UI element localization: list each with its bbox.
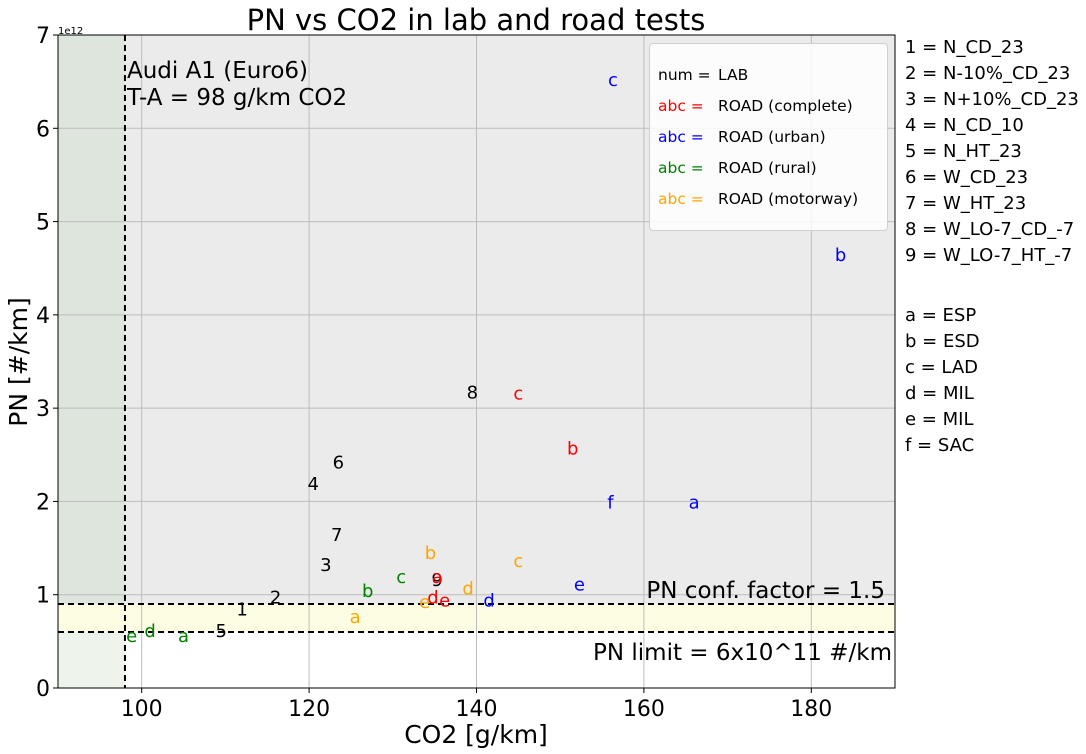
data-point-complete-c: c: [513, 383, 523, 404]
y-tick-label: 1: [36, 584, 50, 609]
data-point-lab-1: 1: [236, 600, 247, 621]
data-point-urban-c: c: [608, 70, 618, 91]
data-point-urban-b: b: [835, 245, 846, 266]
vehicle-annotation: Audi A1 (Euro6): [127, 58, 308, 84]
test-code-8: 8 = W_LO-7_CD_-7: [905, 219, 1075, 240]
conf-factor-annotation: PN conf. factor = 1.5: [646, 578, 885, 604]
test-code-1: 1 = N_CD_23: [905, 37, 1024, 58]
test-code-5: 5 = N_HT_23: [905, 141, 1022, 162]
route-code-d: d = MIL: [905, 383, 974, 404]
legend-key-urban: abc =: [658, 128, 704, 146]
y-tick-label: 4: [36, 304, 50, 329]
route-code-a: a = ESP: [905, 305, 977, 326]
x-tick-label: 120: [288, 697, 330, 722]
y-scale-label: 1e12: [58, 26, 83, 37]
data-point-urban-f: f: [607, 492, 614, 513]
data-point-complete-e: e: [439, 590, 450, 611]
ta-region-shade: [58, 35, 125, 605]
legend-key-lab: num =: [658, 66, 711, 84]
data-point-lab-9: 9: [431, 570, 442, 591]
y-axis-label: PN [#/km]: [4, 297, 33, 426]
ta-region-low-shade: [58, 632, 125, 688]
route-code-e: e = MIL: [905, 409, 974, 430]
data-point-complete-d: d: [427, 588, 438, 609]
data-point-lab-7: 7: [331, 525, 342, 546]
route-code-f: f = SAC: [905, 435, 975, 456]
test-code-2: 2 = N-10%_CD_23: [905, 63, 1071, 84]
below-limit-region: [124, 632, 895, 688]
data-point-lab-4: 4: [308, 474, 319, 495]
x-tick-label: 160: [623, 697, 665, 722]
route-code-c: c = LAD: [905, 357, 979, 378]
data-point-motorway-d: d: [462, 578, 473, 599]
data-point-motorway-c: c: [513, 551, 523, 572]
data-point-motorway-a: a: [350, 607, 361, 628]
y-tick-label: 3: [36, 397, 50, 422]
data-point-urban-a: a: [689, 492, 700, 513]
data-point-rural-a: a: [178, 626, 189, 647]
legend-label-motorway: ROAD (motorway): [718, 190, 859, 208]
data-point-urban-d: d: [483, 590, 494, 611]
y-tick-label: 5: [36, 211, 50, 236]
chart-title: PN vs CO2 in lab and road tests: [247, 3, 706, 37]
data-point-lab-6: 6: [333, 452, 344, 473]
x-axis-label: CO2 [g/km]: [404, 720, 548, 749]
test-code-7: 7 = W_HT_23: [905, 193, 1027, 214]
legend-entry-complete: abc = ROAD (complete): [658, 97, 853, 115]
data-point-urban-e: e: [574, 575, 585, 596]
legend-key-complete: abc =: [658, 97, 704, 115]
test-code-9: 9 = W_LO-7_HT_-7: [905, 245, 1073, 266]
x-tick-label: 140: [456, 697, 498, 722]
data-point-motorway-b: b: [425, 543, 436, 564]
reference-lines-layer: [58, 35, 895, 688]
data-point-rural-e: e: [126, 626, 137, 647]
axes-layer: 100 120 140 160 180 0 1 2 3 4 5 6 7: [36, 24, 896, 722]
pn-limit-annotation: PN limit = 6x10^11 #/km: [593, 640, 892, 666]
legend-key-motorway: abc =: [658, 190, 704, 208]
legend-label-rural: ROAD (rural): [718, 159, 817, 177]
test-code-4: 4 = N_CD_10: [905, 115, 1024, 136]
data-point-complete-a: a: [432, 567, 443, 588]
legend-entry-lab: num = LAB: [658, 66, 748, 84]
chart-legend: num = LAB abc = ROAD (complete) abc = ROAD …: [649, 43, 888, 231]
data-point-lab-8: 8: [467, 382, 478, 403]
y-tick-label: 2: [36, 490, 50, 515]
x-tick-label: 180: [790, 697, 832, 722]
legend-entry-rural: abc = ROAD (rural): [658, 159, 817, 177]
data-point-complete-b: b: [567, 438, 578, 459]
ta-annotation: T-A = 98 g/km CO2: [126, 85, 347, 111]
data-point-lab-3: 3: [320, 555, 331, 576]
test-code-6: 6 = W_CD_23: [905, 167, 1029, 188]
legend-key-rural: abc =: [658, 159, 704, 177]
y-tick-label: 6: [36, 117, 50, 142]
legend-entry-urban: abc = ROAD (urban): [658, 128, 826, 146]
data-point-rural-d: d: [144, 621, 155, 642]
route-code-b: b = ESD: [905, 331, 980, 352]
legend-entry-motorway: abc = ROAD (motorway): [658, 190, 858, 208]
legend-label-complete: ROAD (complete): [718, 97, 853, 115]
data-point-rural-b: b: [362, 581, 373, 602]
data-point-lab-2: 2: [270, 588, 281, 609]
x-tick-label: 100: [121, 697, 163, 722]
legend-label-urban: ROAD (urban): [718, 128, 826, 146]
data-point-rural-c: c: [396, 567, 406, 588]
data-point-motorway-e: e: [419, 592, 430, 613]
data-point-lab-5: 5: [215, 621, 226, 642]
y-tick-label: 0: [36, 677, 50, 702]
test-code-3: 3 = N+10%_CD_23: [905, 89, 1079, 110]
y-tick-label: 7: [36, 24, 50, 49]
legend-label-lab: LAB: [718, 66, 749, 84]
